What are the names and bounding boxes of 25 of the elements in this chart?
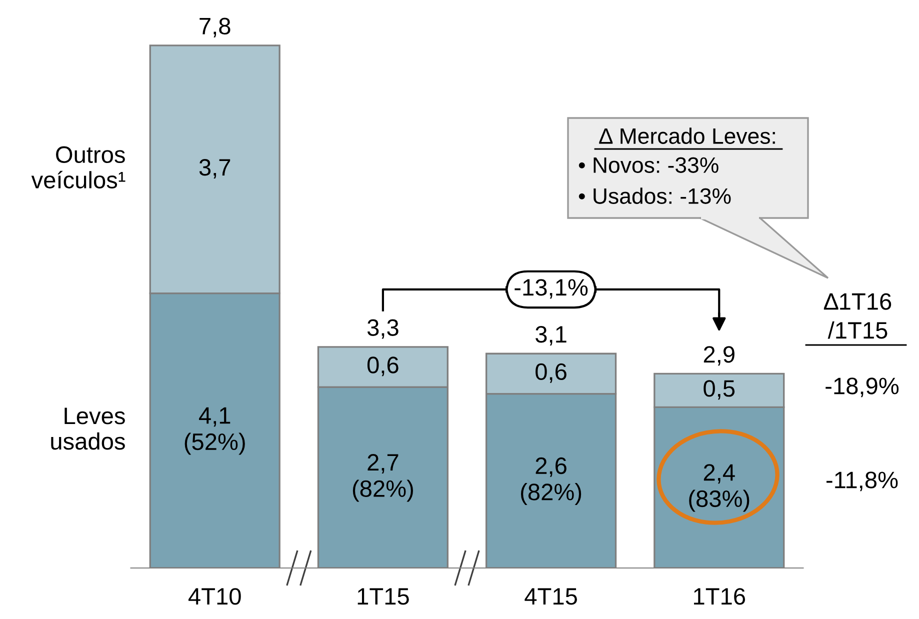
series-label: Outros veículos¹ (31, 146, 126, 188)
text: -11,8% (826, 472, 898, 492)
total-label: 7,8 (200, 18, 230, 38)
total-label: 3,1 (536, 326, 566, 346)
data-label: 0,6 (367, 356, 398, 376)
text: ∆1T16 /1T15 (824, 293, 892, 339)
data-label: 3,7 (199, 159, 230, 179)
data-label: 4,1 (52%) (184, 407, 245, 455)
x-tick-label: 1T15 (358, 588, 409, 605)
annotation: • Usados: -13% (578, 188, 731, 204)
data-label: 0,6 (536, 363, 566, 383)
x-tick-label: 1T16 (694, 588, 746, 605)
annotation: ∆ Mercado Leves: (599, 128, 775, 144)
data-label: 2,7 (82%) (352, 454, 413, 502)
x-tick-label: 4T15 (524, 588, 577, 605)
x-tick-label: 4T10 (188, 588, 241, 605)
text: -18,9% (826, 378, 899, 398)
total-label: 3,3 (367, 319, 398, 339)
data-label: 2,6 (82%) (521, 457, 582, 506)
annotation: • Novos: -33% (578, 157, 718, 173)
series-label: Leves usados (51, 408, 125, 450)
total-label: 2,9 (704, 346, 734, 366)
data-label: 0,5 (704, 380, 735, 400)
annotation: -13,1% (514, 279, 588, 299)
data-label: 2,4 (83%) (689, 464, 750, 512)
